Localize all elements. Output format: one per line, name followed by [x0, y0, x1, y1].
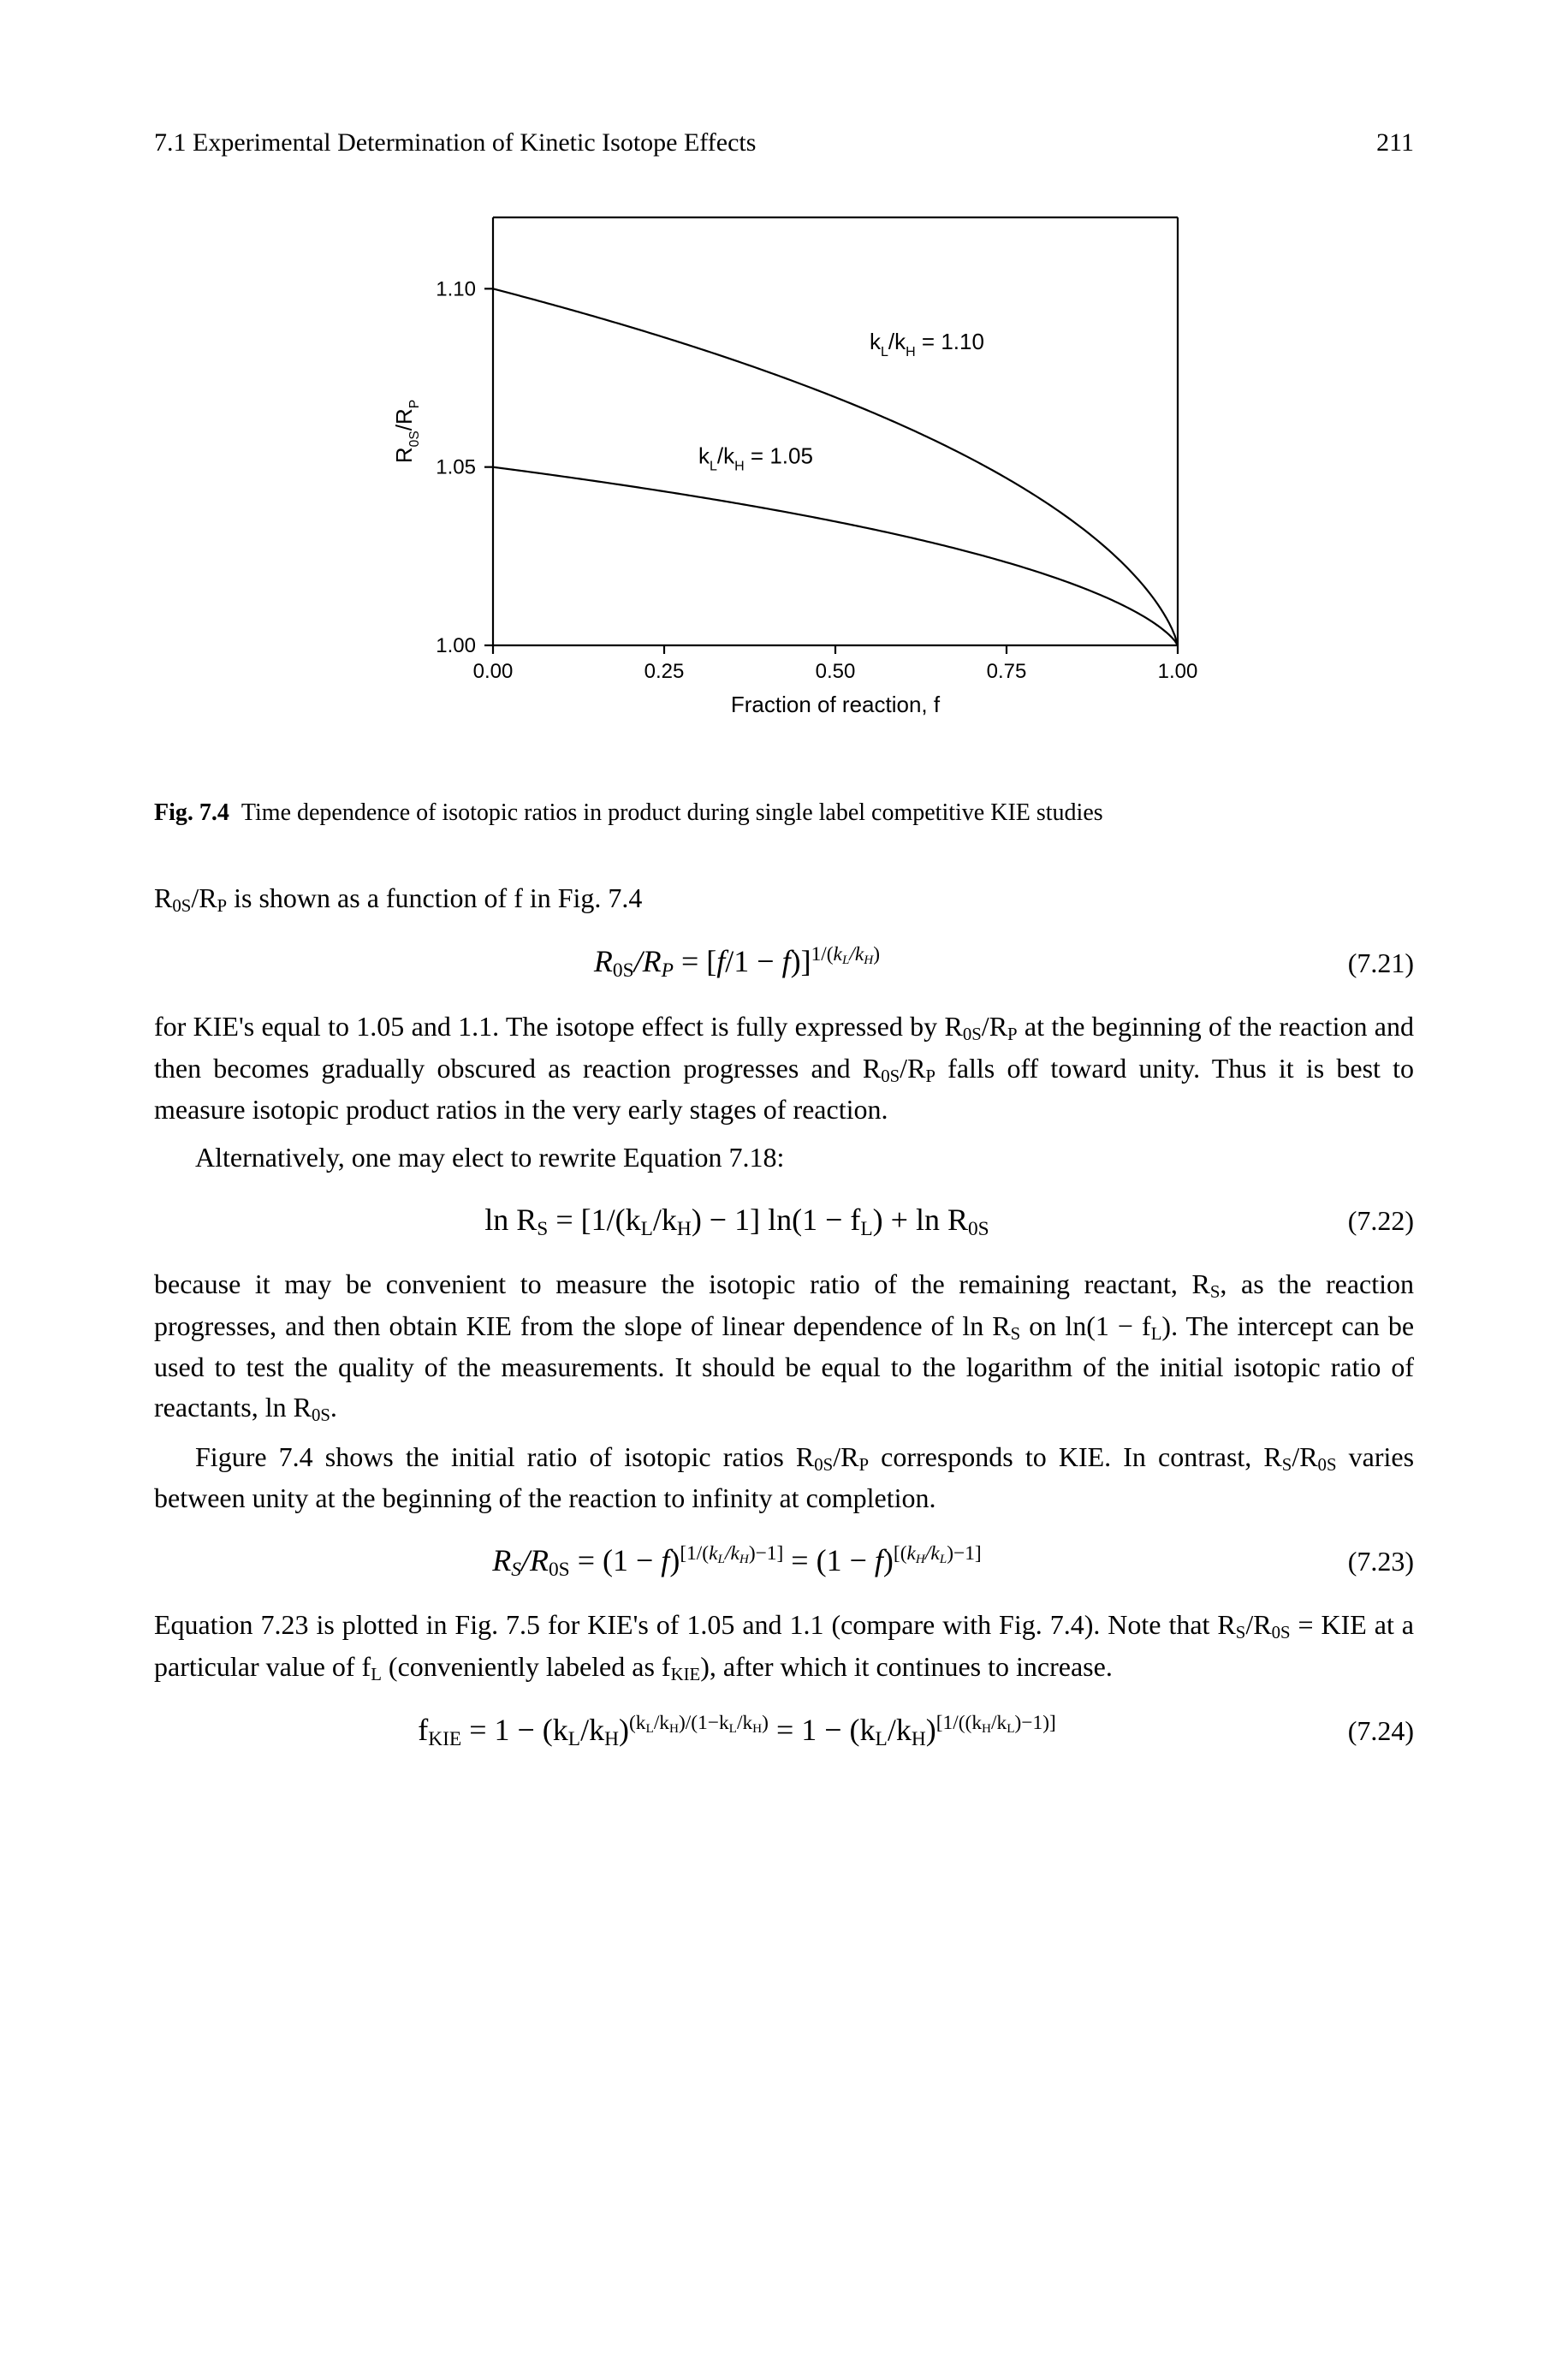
chart-svg: 0.00 0.25 0.50 0.75 1.00 1.00 1.05 1.10 Fraction… — [365, 192, 1203, 774]
svg-text:R0S/RP: R0S/RP — [391, 400, 422, 463]
eq-number: (7.22) — [1320, 1205, 1414, 1237]
paragraph-4: because it may be convenient to measure … — [154, 1264, 1414, 1428]
svg-text:1.00: 1.00 — [436, 634, 476, 657]
equation-7-24: fKIE = 1 − (kL/kH)(kL/kH)/(1−kL/kH) = 1 … — [154, 1712, 1414, 1751]
svg-text:1.05: 1.05 — [436, 456, 476, 479]
svg-text:0.25: 0.25 — [644, 660, 685, 683]
svg-text:0.50: 0.50 — [816, 660, 856, 683]
svg-text:kL/kH = 1.10: kL/kH = 1.10 — [870, 329, 984, 359]
eq-number: (7.21) — [1320, 947, 1414, 979]
paragraph-6: Equation 7.23 is plotted in Fig. 7.5 for… — [154, 1605, 1414, 1688]
paragraph-1: R0S/RP is shown as a function of f in Fi… — [154, 878, 1414, 919]
equation-7-23: RS/R0S = (1 − f)[1/(kL/kH)−1] = (1 − f)[… — [154, 1542, 1414, 1582]
figure-label: Fig. 7.4 — [154, 799, 229, 826]
paragraph-5: Figure 7.4 shows the initial ratio of is… — [154, 1437, 1414, 1518]
figure-7-4: 0.00 0.25 0.50 0.75 1.00 1.00 1.05 1.10 Fraction… — [154, 192, 1414, 774]
page-number: 211 — [1376, 128, 1414, 157]
svg-text:1.10: 1.10 — [436, 277, 476, 300]
eq-number: (7.24) — [1320, 1715, 1414, 1747]
eq-number: (7.23) — [1320, 1546, 1414, 1577]
svg-text:0.75: 0.75 — [987, 660, 1027, 683]
paragraph-3: Alternatively, one may elect to rewrite … — [154, 1138, 1414, 1177]
page-header: 7.1 Experimental Determination of Kineti… — [154, 128, 1414, 157]
section-title: 7.1 Experimental Determination of Kineti… — [154, 128, 756, 157]
figure-caption-text: Time dependence of isotopic ratios in pr… — [241, 799, 1103, 826]
svg-text:Fraction of reaction, f: Fraction of reaction, f — [731, 692, 941, 717]
figure-caption: Fig. 7.4 Time dependence of isotopic rat… — [154, 799, 1414, 827]
svg-text:0.00: 0.00 — [473, 660, 514, 683]
page: 7.1 Experimental Determination of Kineti… — [0, 0, 1568, 2376]
svg-text:1.00: 1.00 — [1158, 660, 1198, 683]
svg-text:kL/kH = 1.05: kL/kH = 1.05 — [698, 443, 813, 474]
equation-7-22: ln RS = [1/(kL/kH) − 1] ln(1 − fL) + ln … — [154, 1202, 1414, 1241]
equation-7-21: R0S/RP = [f/1 − f)]1/(kL/kH) (7.21) — [154, 943, 1414, 983]
paragraph-2: for KIE's equal to 1.05 and 1.1. The iso… — [154, 1007, 1414, 1129]
